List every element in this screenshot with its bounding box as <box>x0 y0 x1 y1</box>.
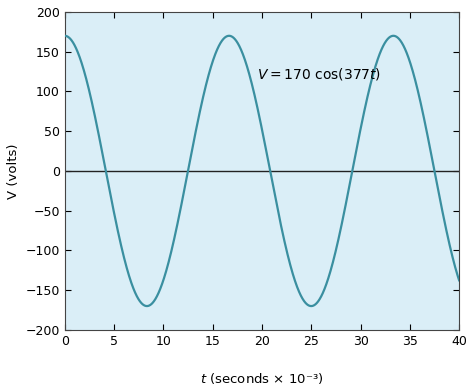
Y-axis label: V (volts): V (volts) <box>7 143 20 199</box>
Text: $t$ (seconds × 10⁻³): $t$ (seconds × 10⁻³) <box>200 371 324 386</box>
Text: $V = 170\ \mathrm{cos}(377t)$: $V = 170\ \mathrm{cos}(377t)$ <box>257 66 381 82</box>
